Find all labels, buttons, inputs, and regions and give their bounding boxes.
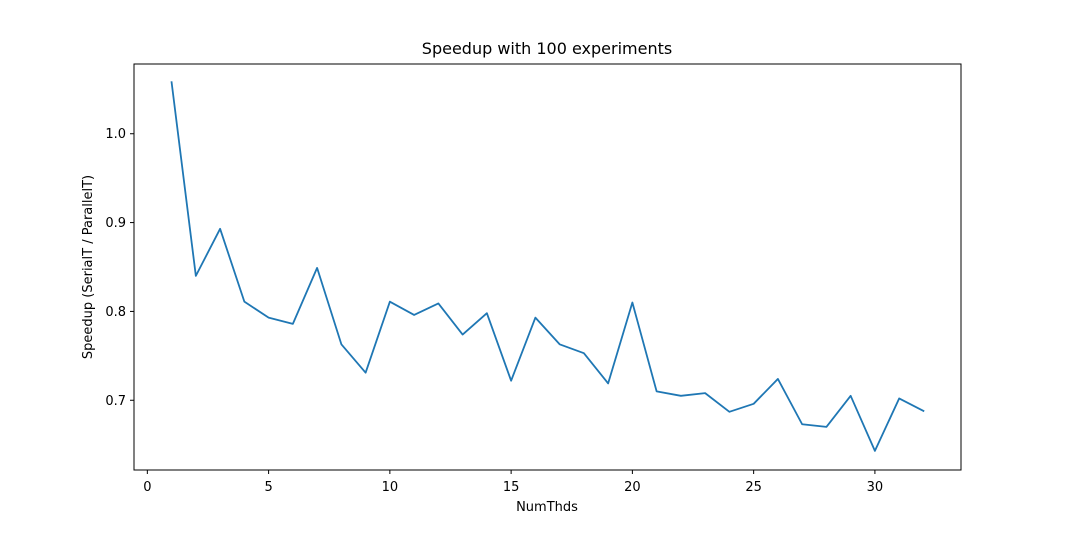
x-tick-label: 10	[382, 480, 399, 495]
x-tick-label: 25	[745, 480, 762, 495]
y-tick-label: 0.7	[105, 394, 126, 409]
y-tick-label: 0.9	[105, 216, 126, 231]
y-axis-label: Speedup (SerialT / ParallelT)	[81, 175, 96, 359]
plot-area	[170, 81, 925, 452]
x-axis-label: NumThds	[516, 500, 578, 515]
plot-frame	[133, 63, 962, 471]
y-tick-label: 0.8	[105, 305, 126, 320]
chart-title: Speedup with 100 experiments	[422, 39, 672, 58]
axis-ticks: 0 5 10 15 20 25 30 0.7 0.8 0.9 1.0	[105, 127, 883, 495]
x-tick-label: 5	[264, 480, 272, 495]
x-tick-label: 0	[143, 480, 151, 495]
series-line	[170, 81, 925, 452]
x-tick-label: 15	[503, 480, 520, 495]
y-tick-label: 1.0	[105, 127, 126, 142]
x-tick-label: 30	[867, 480, 884, 495]
x-tick-label: 20	[624, 480, 641, 495]
